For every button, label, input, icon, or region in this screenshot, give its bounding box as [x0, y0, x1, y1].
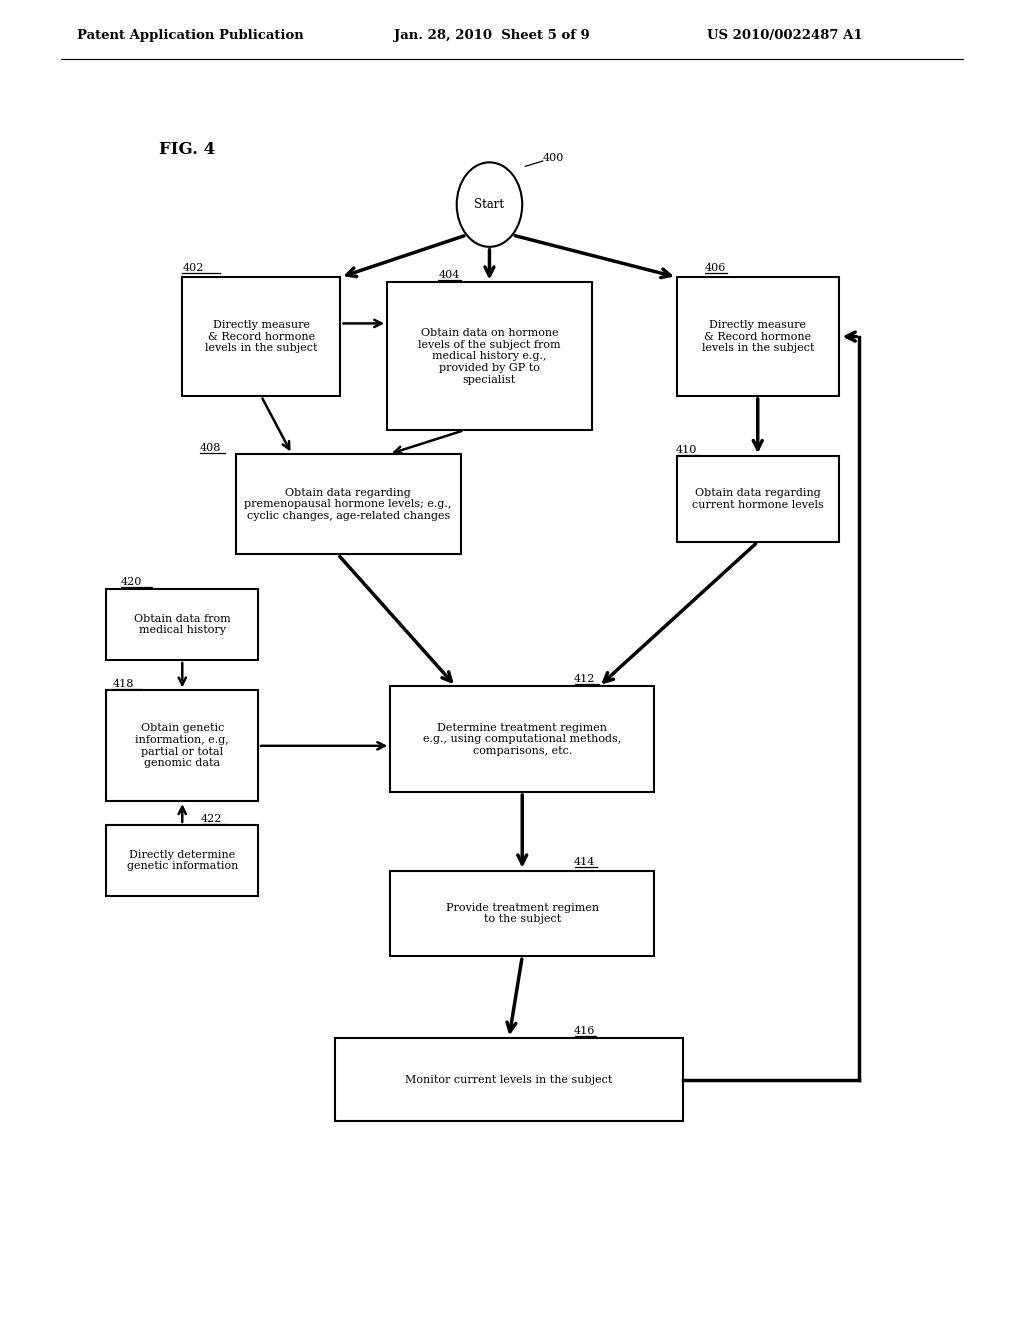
Text: 402: 402: [182, 263, 204, 273]
Bar: [677, 455, 839, 541]
Bar: [106, 690, 258, 801]
Text: Obtain data on hormone
levels of the subject from
medical history e.g.,
provided: Obtain data on hormone levels of the sub…: [418, 329, 561, 384]
Bar: [387, 282, 592, 430]
Text: 416: 416: [573, 1026, 595, 1036]
Bar: [182, 277, 340, 396]
Text: Monitor current levels in the subject: Monitor current levels in the subject: [406, 1074, 612, 1085]
Text: Determine treatment regimen
e.g., using computational methods,
comparisons, etc.: Determine treatment regimen e.g., using …: [423, 722, 622, 756]
Text: US 2010/0022487 A1: US 2010/0022487 A1: [707, 29, 862, 42]
Bar: [390, 686, 654, 792]
Text: 422: 422: [201, 813, 222, 824]
Text: Obtain data regarding
premenopausal hormone levels; e.g.,
cyclic changes, age-re: Obtain data regarding premenopausal horm…: [245, 487, 452, 521]
Text: Patent Application Publication: Patent Application Publication: [77, 29, 303, 42]
Text: Obtain data from
medical history: Obtain data from medical history: [134, 614, 230, 635]
Text: Directly measure
& Record hormone
levels in the subject: Directly measure & Record hormone levels…: [205, 319, 317, 354]
Text: 406: 406: [705, 263, 726, 273]
Circle shape: [457, 162, 522, 247]
Text: Obtain data regarding
current hormone levels: Obtain data regarding current hormone le…: [692, 488, 823, 510]
Text: 414: 414: [573, 857, 595, 867]
Text: Start: Start: [474, 198, 505, 211]
Text: 404: 404: [438, 269, 460, 280]
Text: Directly determine
genetic information: Directly determine genetic information: [127, 850, 238, 871]
Text: FIG. 4: FIG. 4: [159, 141, 215, 158]
Text: Obtain genetic
information, e.g,
partial or total
genomic data: Obtain genetic information, e.g, partial…: [135, 723, 229, 768]
Bar: [390, 871, 654, 956]
Bar: [677, 277, 839, 396]
Bar: [335, 1038, 683, 1122]
Bar: [106, 589, 258, 660]
Bar: [236, 454, 461, 554]
Text: 420: 420: [121, 577, 142, 587]
Text: Directly measure
& Record hormone
levels in the subject: Directly measure & Record hormone levels…: [701, 319, 814, 354]
Text: Jan. 28, 2010  Sheet 5 of 9: Jan. 28, 2010 Sheet 5 of 9: [394, 29, 590, 42]
Text: 412: 412: [573, 673, 595, 684]
Text: 410: 410: [676, 445, 697, 455]
Text: Provide treatment regimen
to the subject: Provide treatment regimen to the subject: [445, 903, 599, 924]
Text: 418: 418: [113, 678, 134, 689]
Bar: [106, 825, 258, 896]
Text: 408: 408: [200, 442, 221, 453]
Text: 400: 400: [543, 153, 564, 164]
